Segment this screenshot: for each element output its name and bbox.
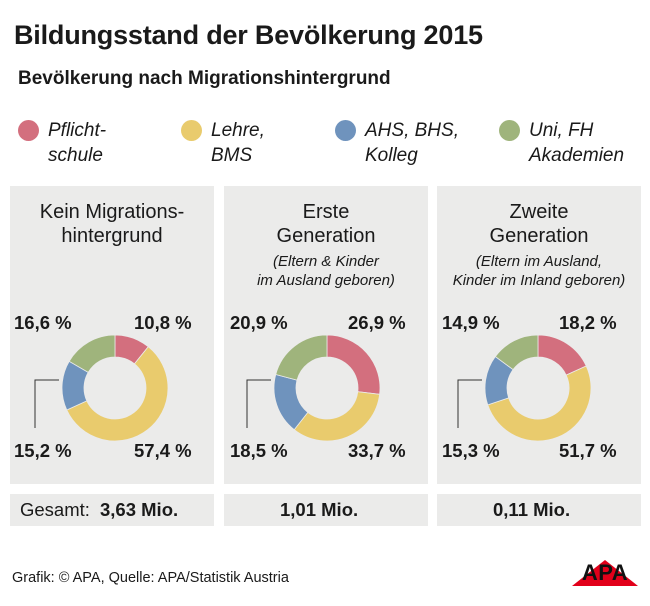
label-uni: 16,6 % [14, 312, 72, 333]
donut-chart [457, 334, 592, 442]
legend-item-ahs: AHS, BHS, Kolleg [335, 118, 459, 168]
label-ahs: 18,5 % [230, 440, 288, 461]
legend-label-line1: AHS, BHS, [365, 120, 459, 141]
chart-subtitle: Bevölkerung nach Migrationshintergrund [18, 68, 391, 89]
legend-label-line1: Uni, FH [529, 120, 594, 141]
donut-slice-uni [68, 334, 116, 373]
chart-title: Bildungsstand der Bevölkerung 2015 [14, 20, 483, 50]
label-pflichtschule: 26,9 % [348, 312, 406, 333]
panel-title-line2: Generation [276, 225, 376, 247]
total-label: Gesamt: [20, 499, 90, 520]
label-pflichtschule: 10,8 % [134, 312, 192, 333]
apa-logo-mark [572, 560, 638, 586]
leader-line-ahs [246, 379, 271, 428]
legend-label-line1: Lehre, [211, 120, 265, 141]
legend-label-line2: schule [48, 145, 103, 166]
leader-line-ahs [34, 379, 59, 428]
legend-label-line2: Kolleg [365, 145, 418, 166]
panel-note-line1: (Eltern im Ausland, [475, 253, 603, 270]
source-credit: Grafik: © APA, Quelle: APA/Statistik Aus… [12, 570, 289, 586]
panel-title-line2: hintergrund [61, 225, 163, 247]
label-lehre: 51,7 % [559, 440, 617, 461]
donut-slice-lehre [66, 346, 169, 442]
legend-label-line2: Akademien [529, 145, 625, 166]
legend-swatch-pflichtschule [18, 120, 39, 141]
panel-erste-generation: Erste Generation (Eltern & Kinder im Aus… [224, 186, 428, 484]
total-value: 0,11 Mio. [493, 499, 571, 520]
panel-title-line1: Zweite [509, 201, 569, 223]
label-pflichtschule: 18,2 % [559, 312, 617, 333]
label-uni: 20,9 % [230, 312, 288, 333]
label-uni: 14,9 % [442, 312, 500, 333]
apa-logo-text: APA [581, 560, 629, 585]
donut-slice-lehre [487, 365, 592, 442]
donut-chart [34, 334, 169, 442]
legend-item-uni: Uni, FH Akademien [499, 118, 624, 168]
total-value: 1,01 Mio. [280, 499, 359, 520]
donut-slice-lehre [293, 391, 381, 442]
panel-note-line1: (Eltern & Kinder [273, 253, 379, 270]
panel-note-line2: Kinder im Inland geboren) [452, 272, 626, 289]
donut-chart [246, 334, 381, 442]
panel-title-line2: Generation [489, 225, 589, 247]
donut-slice-pflichtschule [326, 334, 381, 395]
total-value: 3,63 Mio. [100, 499, 179, 520]
total-kein-migrationshintergrund: Gesamt: 3,63 Mio. [10, 494, 214, 526]
label-ahs: 15,3 % [442, 440, 500, 461]
donut-slice-uni [275, 334, 328, 381]
legend-item-pflichtschule: Pflicht- schule [18, 118, 106, 168]
label-ahs: 15,2 % [14, 440, 72, 461]
panel-title-line1: Erste [302, 201, 350, 223]
legend-item-lehre: Lehre, BMS [181, 118, 265, 168]
donut-slice-uni [494, 334, 539, 371]
panel-zweite-generation: Zweite Generation (Eltern im Ausland, Ki… [437, 186, 641, 484]
legend-swatch-uni [499, 120, 520, 141]
leader-line-ahs [457, 379, 482, 428]
label-lehre: 33,7 % [348, 440, 406, 461]
panel-title-line1: Kein Migrations- [39, 201, 185, 223]
panel-note-line2: im Ausland geboren) [257, 272, 395, 289]
label-lehre: 57,4 % [134, 440, 192, 461]
total-erste-generation: 1,01 Mio. [224, 494, 428, 526]
apa-logo: APA [572, 560, 638, 592]
total-zweite-generation: 0,11 Mio. [437, 494, 641, 526]
panel-kein-migrationshintergrund: Kein Migrations- hintergrund 16,6 % 10,8… [10, 186, 214, 484]
legend-label-line2: BMS [211, 145, 253, 166]
legend-swatch-lehre [181, 120, 202, 141]
legend-label-line1: Pflicht- [48, 120, 107, 141]
legend-swatch-ahs [335, 120, 356, 141]
